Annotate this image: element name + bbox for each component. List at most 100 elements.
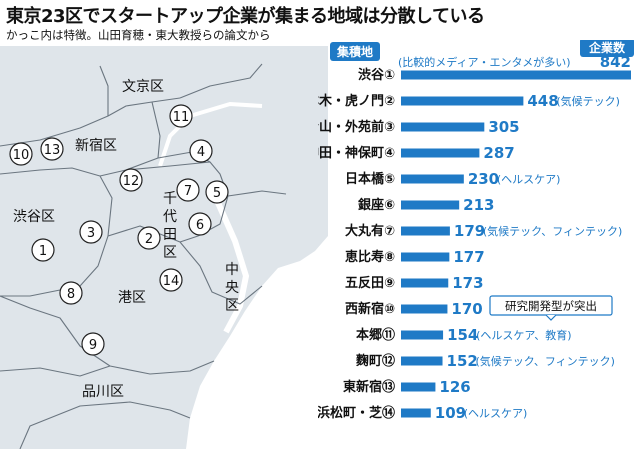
- map-marker: 1: [31, 238, 55, 262]
- bar-annotation: (ヘルスケア): [464, 407, 528, 420]
- category-label: 渋谷①: [358, 67, 395, 83]
- ward-label: 渋谷区: [13, 209, 55, 225]
- svg-text:10: 10: [13, 148, 30, 163]
- svg-text:13: 13: [44, 143, 61, 158]
- map-marker: 9: [81, 332, 105, 356]
- category-label: 本郷⑪: [356, 327, 395, 343]
- category-label: 青山・外苑前③: [318, 119, 395, 135]
- value-label: 287: [483, 144, 514, 162]
- category-label: 銀座⑥: [358, 197, 395, 213]
- category-label: 神田・神保町④: [318, 145, 395, 161]
- bar: [401, 278, 449, 288]
- category-label: 西新宿⑩: [345, 301, 395, 317]
- value-label: 179: [454, 222, 485, 240]
- map-marker: 11: [169, 104, 193, 128]
- ward-label-vertical: 中央区: [225, 262, 239, 314]
- svg-text:集積地: 集積地: [336, 44, 373, 59]
- map-marker: 10: [9, 142, 33, 166]
- svg-text:6: 6: [196, 218, 204, 233]
- bar: [401, 226, 450, 236]
- bar: [401, 408, 431, 418]
- ward-label: 文京区: [122, 79, 164, 95]
- ward-label: 品川区: [82, 384, 124, 400]
- map-marker: 14: [159, 268, 183, 292]
- value-label: 842: [600, 53, 631, 71]
- map-canal: [212, 194, 250, 334]
- value-label: 154: [447, 326, 478, 344]
- value-label: 109: [435, 404, 466, 422]
- bar: [401, 148, 480, 158]
- map-marker: 4: [189, 139, 213, 163]
- category-label: 恵比寿⑧: [345, 249, 395, 265]
- value-header: 企業数: [580, 40, 634, 57]
- map-marker: 7: [176, 178, 200, 202]
- bar: [401, 96, 524, 106]
- bar-annotation: (ヘルスケア、教育): [476, 328, 571, 342]
- chart-title: 東京23区でスタートアップ企業が集まる地域は分散している: [6, 6, 485, 27]
- value-label: 305: [488, 118, 519, 136]
- value-label: 448: [527, 92, 558, 110]
- value-label: 230: [468, 170, 499, 188]
- svg-text:7: 7: [184, 184, 192, 199]
- category-label: 六本木・虎ノ門②: [318, 93, 395, 109]
- category-header: 集積地: [330, 42, 380, 61]
- ward-label: 港区: [118, 290, 146, 306]
- bar: [401, 356, 443, 366]
- map-marker: 8: [59, 281, 83, 305]
- svg-text:企業数: 企業数: [588, 40, 626, 55]
- bar-annotation: (比較的メディア・エンタメが多い): [398, 55, 570, 69]
- bar: [401, 174, 464, 184]
- bar-annotation: (気候テック): [556, 94, 620, 108]
- svg-text:14: 14: [163, 274, 180, 289]
- bar: [401, 252, 450, 262]
- svg-text:11: 11: [173, 110, 190, 125]
- svg-text:8: 8: [67, 287, 75, 302]
- value-label: 170: [451, 300, 482, 318]
- category-label: 大丸有⑦: [345, 223, 395, 239]
- map-marker: 3: [79, 220, 103, 244]
- category-label: 麴町⑫: [355, 353, 395, 369]
- value-label: 152: [447, 352, 478, 370]
- bar: [401, 122, 485, 132]
- svg-text:12: 12: [123, 174, 140, 189]
- value-label: 213: [463, 196, 494, 214]
- category-label: 浜松町・芝⑭: [318, 405, 395, 421]
- ward-border: [19, 401, 191, 449]
- value-label: 126: [439, 378, 470, 396]
- svg-text:研究開発型が突出: 研究開発型が突出: [505, 299, 597, 313]
- bar: [401, 70, 631, 80]
- callout: 研究開発型が突出: [489, 295, 613, 321]
- svg-text:3: 3: [87, 226, 95, 241]
- category-label: 東新宿⑬: [343, 379, 395, 395]
- category-label: 日本橋⑤: [345, 171, 395, 187]
- bar: [401, 382, 436, 392]
- svg-text:1: 1: [39, 244, 47, 259]
- bar: [401, 330, 444, 340]
- map-marker: 12: [119, 168, 143, 192]
- ward-border: [227, 190, 287, 197]
- bar: [401, 200, 460, 210]
- value-label: 173: [452, 274, 483, 292]
- ward-label: 新宿区: [75, 137, 117, 154]
- svg-text:2: 2: [145, 232, 153, 247]
- map-marker: 13: [40, 137, 64, 161]
- ward-border: [0, 365, 111, 377]
- map-marker: 6: [188, 212, 212, 236]
- map-water: [186, 236, 328, 449]
- ward-border: [0, 295, 215, 375]
- ward-label-vertical: 千代田区: [163, 191, 177, 261]
- svg-text:5: 5: [213, 186, 221, 201]
- svg-text:4: 4: [197, 145, 205, 160]
- category-label: 五反田⑨: [345, 275, 395, 291]
- svg-text:9: 9: [89, 338, 97, 353]
- ward-border: [107, 225, 263, 305]
- bar: [401, 304, 448, 314]
- ward-border: [99, 65, 109, 116]
- chart-subtitle: かっこ内は特徴。山田育穂・東大教授らの論文から: [6, 28, 271, 42]
- bar-annotation: (ヘルスケア): [497, 173, 561, 186]
- bar-annotation: (気候テック、フィンテック): [476, 354, 615, 368]
- value-label: 177: [453, 248, 484, 266]
- ward-border: [179, 63, 263, 99]
